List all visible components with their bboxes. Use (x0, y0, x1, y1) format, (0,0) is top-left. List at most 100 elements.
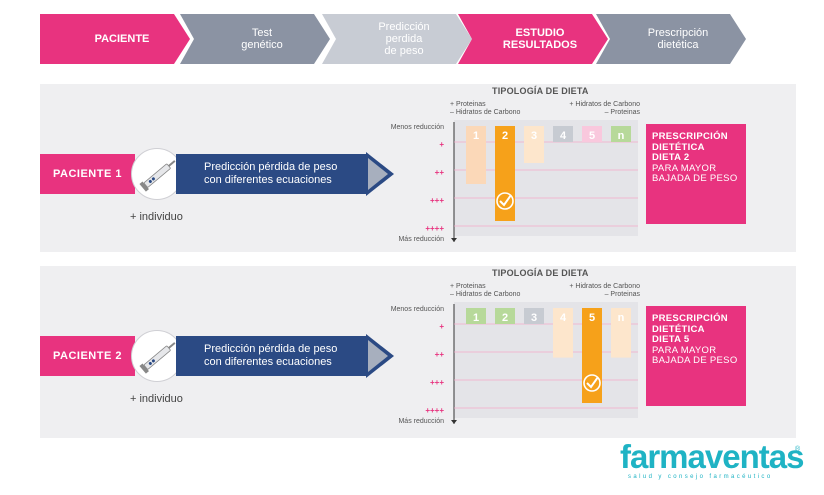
prediction-box: Predicción pérdida de peso con diferentes… (176, 336, 366, 376)
axis-top-label: Menos reducción (390, 124, 444, 131)
bar-label-3: 3 (531, 130, 537, 142)
registered-mark: ® (795, 446, 801, 453)
legend-left-line: + Proteinas (450, 283, 486, 290)
level-label: ++++ (425, 406, 444, 415)
prediction-line: Predicción pérdida de peso (204, 343, 338, 355)
step-label-line: dietética (657, 39, 699, 51)
prediction-line: Predicción pérdida de peso (204, 161, 338, 173)
step-chevron-shape (322, 14, 472, 64)
step-label: ESTUDIO RESULTADOS (458, 27, 608, 51)
prescription-box: PRESCRIPCIÓN DIETÉTICA DIETA 2 PARA MAYOR BA… (646, 124, 746, 224)
step-label-line: Test (251, 27, 273, 39)
step-label: Test genético (180, 27, 330, 51)
step-1: PACIENTE (40, 14, 190, 64)
bar-4 (553, 126, 573, 142)
chart-title: TIPOLOGÍA DE DIETA (492, 268, 589, 278)
level-label: + (439, 140, 444, 149)
prescription-line: PARA MAYOR (652, 162, 717, 174)
diet-chart: 1 2 3 4 5 n (451, 302, 638, 424)
step-label-line: genético (241, 39, 283, 51)
bar-label-2: 2 (502, 312, 508, 324)
legend-left-line: + Proteinas (450, 101, 486, 108)
level-label: +++ (429, 378, 444, 387)
bar-n (611, 126, 631, 142)
step-chevron-shape (596, 14, 746, 64)
step-label-line: Prescripción (647, 27, 709, 39)
bar-label-4: 4 (560, 130, 567, 142)
step-5: Prescripción dietética (596, 14, 746, 64)
bar-1 (466, 126, 486, 184)
legend-left-line: – Hidratos de Carbono (450, 291, 521, 298)
axis-bottom-label: Más reducción (398, 418, 444, 425)
legend-right-line: + Hidratos de Carbono (569, 101, 640, 108)
step-label: PACIENTE (40, 33, 190, 45)
selected-check-icon (583, 374, 601, 392)
bar-label-n: n (618, 312, 625, 324)
step-label-line: RESULTADOS (502, 39, 578, 51)
diet-chart: 1 2 3 4 5 n (451, 120, 638, 242)
bar-2 (495, 308, 515, 324)
prescription-bold-line: DIETÉTICA (652, 141, 705, 153)
prescription-line: BAJADA DE PESO (652, 355, 738, 366)
step-label-line: PACIENTE (94, 33, 150, 45)
legend-left-line: – Hidratos de Carbono (450, 109, 521, 116)
bar-3 (524, 308, 544, 324)
bar-label-5: 5 (589, 130, 595, 142)
step-label-line: de peso (384, 45, 424, 57)
prediction-box: Predicción pérdida de peso con diferentes… (176, 154, 366, 194)
legend-right-line: – Proteinas (604, 291, 640, 298)
patient-label: PACIENTE 1 (40, 154, 135, 194)
checkmark-icon (499, 194, 512, 207)
prescription-bold-line: DIETA 5 (652, 334, 690, 345)
arrow-right-grey-icon (368, 158, 388, 190)
prescription-bold-line: DIETÉTICA (652, 323, 705, 335)
bar-label-n: n (618, 130, 625, 142)
prescription-box: PRESCRIPCIÓN DIETÉTICA DIETA 5 PARA MAYOR BA… (646, 306, 746, 406)
prediction-line: con diferentes ecuaciones (204, 356, 332, 368)
level-label: ++ (434, 350, 444, 359)
step-chevron-shape (458, 14, 608, 64)
step-3: Predicción perdida de peso (322, 14, 472, 64)
axis-bottom-label: Más reducción (398, 236, 444, 243)
axis-arrowhead (451, 238, 457, 242)
syringe-icon (131, 148, 183, 200)
legend-right-line: – Proteinas (604, 109, 640, 116)
bar-label-3: 3 (531, 312, 537, 324)
step-label-line: Predicción (378, 21, 430, 33)
bar-4 (553, 308, 573, 358)
step-chevron-shape (40, 14, 190, 64)
checkmark-icon (586, 376, 599, 389)
step-label-line: perdida (385, 33, 423, 45)
selected-check-icon (496, 192, 514, 210)
bar-label-5: 5 (589, 312, 595, 324)
bar-3 (524, 126, 544, 163)
level-label: +++ (429, 196, 444, 205)
step-chevron-shape (180, 14, 330, 64)
prediction-line: con diferentes ecuaciones (204, 174, 332, 186)
prescription-line: BAJADA DE PESO (652, 173, 738, 184)
prescription-bold-line: DIETA 2 (652, 152, 690, 163)
bar-n (611, 308, 631, 358)
prediction-text: Predicción pérdida de peso con diferentes… (204, 161, 337, 187)
bar-label-1: 1 (473, 312, 479, 324)
step-2: Test genético (180, 14, 330, 64)
step-label: Prescripción dietética (596, 27, 746, 51)
step-label: Predicción perdida de peso (322, 21, 472, 57)
prescription-bold-line: PRESCRIPCIÓN (652, 313, 728, 324)
bar-label-4: 4 (560, 312, 567, 324)
prescription-bold-line: PRESCRIPCIÓN (652, 131, 728, 142)
step-label-line: ESTUDIO (515, 27, 565, 39)
level-label: ++ (434, 168, 444, 177)
axis-arrowhead (451, 420, 457, 424)
prescription-line: PARA MAYOR (652, 344, 717, 356)
axis-top-label: Menos reducción (390, 306, 444, 313)
bar-label-2: 2 (502, 130, 508, 142)
farmaventas-logo: farmaventas (620, 438, 804, 475)
level-label: ++++ (425, 224, 444, 233)
logo-tagline: salud y consejo farmacéutico (628, 474, 773, 480)
step-4: ESTUDIO RESULTADOS (458, 14, 608, 64)
chart-title: TIPOLOGÍA DE DIETA (492, 86, 589, 96)
individual-label: + individuo (130, 393, 183, 405)
patient-label: PACIENTE 2 (40, 336, 135, 376)
individual-label: + individuo (130, 211, 183, 223)
